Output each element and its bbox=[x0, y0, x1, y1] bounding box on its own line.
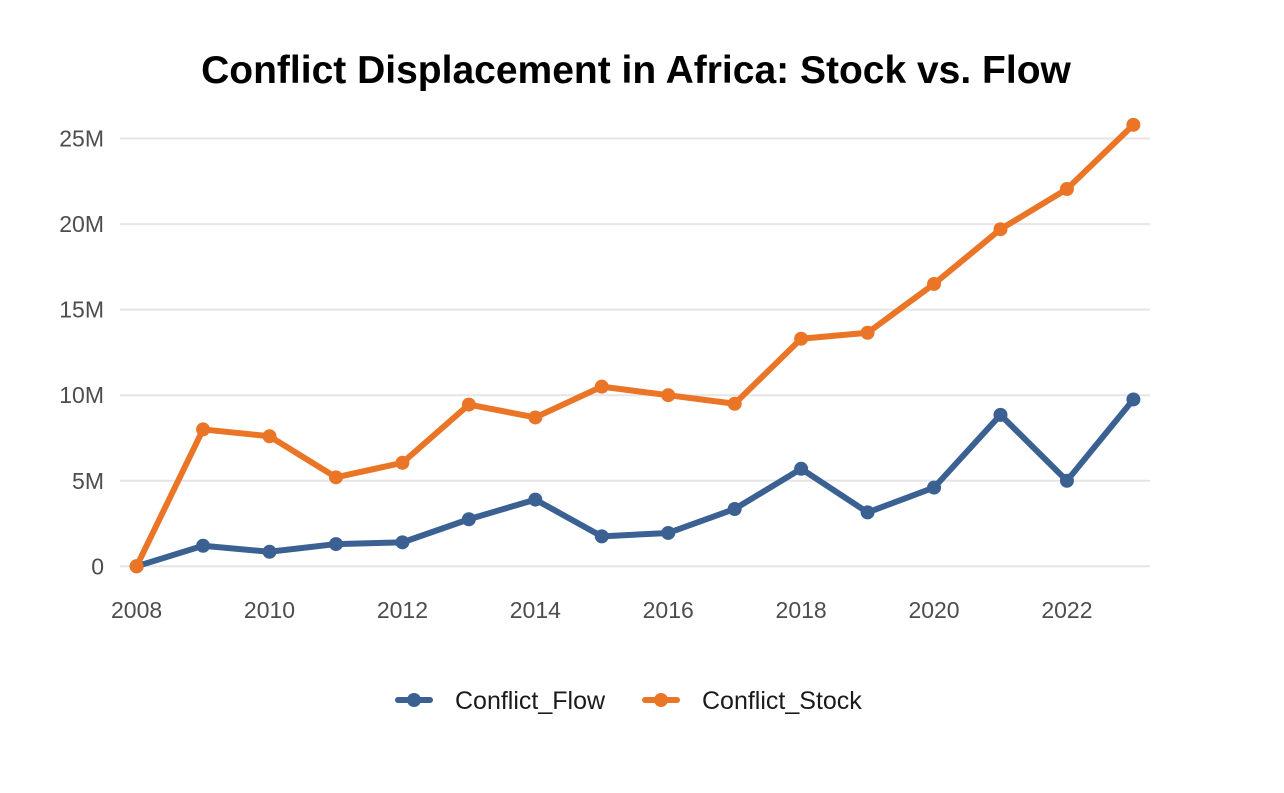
y-tick-label: 15M bbox=[59, 297, 104, 323]
data-point-conflict-flow-2020 bbox=[927, 480, 942, 495]
data-point-conflict-stock-2013 bbox=[461, 397, 476, 412]
data-point-conflict-flow-2009 bbox=[196, 538, 211, 553]
legend-marker-conflict-flow bbox=[407, 693, 421, 707]
series-line-conflict-flow bbox=[133, 396, 1137, 570]
chart-title: Conflict Displacement in Africa: Stock v… bbox=[201, 49, 1071, 92]
legend-marker-conflict-stock bbox=[654, 693, 668, 707]
data-point-conflict-stock-2017 bbox=[727, 396, 742, 411]
data-point-conflict-flow-2014 bbox=[528, 492, 543, 507]
data-point-conflict-stock-2019 bbox=[860, 325, 875, 340]
x-tick-label: 2010 bbox=[244, 597, 295, 623]
data-point-conflict-flow-2013 bbox=[461, 512, 476, 527]
data-point-conflict-flow-2018 bbox=[794, 461, 809, 476]
data-point-conflict-stock-2011 bbox=[328, 470, 343, 485]
grid bbox=[120, 137, 1150, 568]
data-point-conflict-stock-2015 bbox=[594, 379, 609, 394]
data-point-conflict-flow-2019 bbox=[860, 505, 875, 520]
x-axis-ticks: 2008 2010 2012 2014 2016 2018 2020 2022 bbox=[111, 597, 1092, 623]
data-point-conflict-stock-2010 bbox=[262, 429, 277, 444]
legend-label-conflict-flow: Conflict_Flow bbox=[455, 687, 606, 715]
data-point-conflict-flow-2022 bbox=[1059, 473, 1074, 488]
data-point-conflict-flow-2016 bbox=[661, 525, 676, 540]
data-point-conflict-stock-2020 bbox=[927, 276, 942, 291]
data-point-conflict-stock-2008 bbox=[129, 559, 144, 574]
y-tick-label: 25M bbox=[59, 126, 104, 152]
y-tick-label: 10M bbox=[59, 382, 104, 408]
x-tick-label: 2020 bbox=[908, 597, 959, 623]
data-point-conflict-flow-2015 bbox=[594, 529, 609, 544]
data-point-conflict-flow-2011 bbox=[328, 537, 343, 552]
data-point-conflict-flow-2021 bbox=[993, 407, 1008, 422]
x-tick-label: 2014 bbox=[510, 597, 561, 623]
data-point-conflict-stock-2022 bbox=[1059, 182, 1074, 197]
y-tick-label: 0 bbox=[91, 553, 104, 579]
y-tick-label: 5M bbox=[72, 468, 104, 494]
x-tick-label: 2012 bbox=[377, 597, 428, 623]
data-point-conflict-stock-2021 bbox=[993, 222, 1008, 237]
legend: Conflict_Flow Conflict_Stock bbox=[395, 687, 862, 715]
data-point-conflict-stock-2009 bbox=[196, 422, 211, 437]
series-lines bbox=[129, 117, 1141, 574]
data-point-conflict-stock-2016 bbox=[661, 388, 676, 403]
data-point-conflict-stock-2014 bbox=[528, 410, 543, 425]
data-point-conflict-stock-2023 bbox=[1126, 117, 1141, 132]
data-point-conflict-flow-2017 bbox=[727, 501, 742, 516]
y-tick-label: 20M bbox=[59, 211, 104, 237]
series-line-conflict-stock bbox=[133, 121, 1137, 570]
x-tick-label: 2016 bbox=[643, 597, 694, 623]
x-tick-label: 2022 bbox=[1041, 597, 1092, 623]
data-point-conflict-flow-2012 bbox=[395, 535, 410, 550]
x-tick-label: 2008 bbox=[111, 597, 162, 623]
data-point-conflict-stock-2018 bbox=[794, 331, 809, 346]
x-tick-label: 2018 bbox=[776, 597, 827, 623]
y-axis-ticks: 0 5M 10M 15M 20M 25M bbox=[59, 126, 104, 580]
data-point-conflict-flow-2010 bbox=[262, 544, 277, 559]
legend-label-conflict-stock: Conflict_Stock bbox=[702, 687, 862, 715]
data-point-conflict-stock-2012 bbox=[395, 455, 410, 470]
data-point-conflict-flow-2023 bbox=[1126, 392, 1141, 407]
